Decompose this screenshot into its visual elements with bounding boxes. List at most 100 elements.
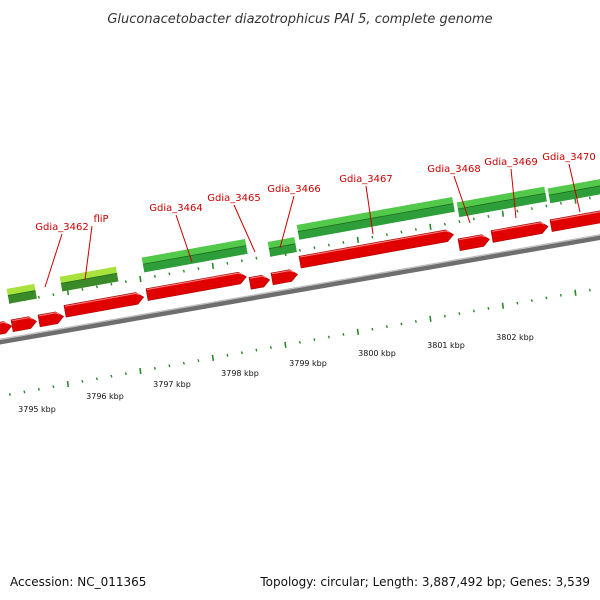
tick-mark [472, 309, 475, 313]
gene-leader-line [279, 195, 295, 249]
tick-mark [240, 351, 243, 355]
tick-mark [371, 327, 374, 331]
tick-mark [139, 367, 142, 375]
tick-mark [342, 240, 345, 244]
reverse-gene-arrow [10, 316, 37, 332]
gene-leader-line [84, 225, 93, 281]
tick-mark [327, 335, 330, 339]
scale-label: 3798 kbp [221, 369, 259, 378]
reverse-gene-arrow [457, 234, 490, 251]
reverse-gene-arrow [490, 221, 549, 243]
tick-mark [559, 201, 562, 205]
forward-gene-block [296, 196, 455, 240]
tick-mark [400, 322, 403, 326]
tick-mark [588, 196, 591, 200]
tick-mark [298, 248, 301, 252]
tick-mark [298, 340, 301, 344]
tick-mark [255, 256, 258, 260]
tick-mark [211, 354, 215, 362]
gene-labels: Gdia_3462 fliP Gdia_3464 Gdia_3465 Gdia_3466… [35, 152, 596, 288]
scale-label: 3802 kbp [496, 333, 534, 342]
reverse-gene-arrow [37, 311, 64, 328]
tick-mark [240, 259, 243, 263]
tick-mark [327, 243, 330, 247]
tick-mark [414, 227, 417, 231]
gene-leader-line [453, 175, 471, 224]
tick-mark [226, 261, 229, 265]
tick-mark [313, 338, 316, 342]
tick-mark [429, 223, 432, 230]
tick-mark [458, 312, 461, 316]
forward-strand-genes [6, 177, 600, 304]
tick-mark [52, 385, 55, 389]
accession-label: Accession: NC_011365 [10, 575, 146, 589]
tick-mark [124, 372, 127, 376]
tick-mark [168, 272, 171, 276]
tick-mark [545, 296, 548, 300]
forward-gene-block [456, 186, 547, 218]
tick-mark [153, 274, 156, 278]
scale-label: 3797 kbp [153, 380, 191, 389]
reverse-gene-arrow [0, 321, 13, 337]
tick-mark [284, 341, 287, 349]
tick-mark [110, 374, 113, 378]
tick-mark [52, 293, 55, 297]
genome-backbone-highlight [0, 234, 600, 340]
reverse-gene-arrow [145, 271, 247, 301]
scale-labels: 3795 kbp 3796 kbp 3797 kbp 3798 kbp 3799 kbp… [18, 333, 534, 414]
gene-leader-line [44, 233, 63, 288]
tick-mark [559, 293, 562, 297]
tick-mark [429, 315, 432, 322]
tick-mark [313, 246, 316, 250]
tick-mark [356, 328, 360, 335]
tick-mark [530, 299, 533, 302]
tick-mark [501, 302, 505, 309]
reverse-gene-arrow [549, 210, 600, 232]
tick-mark [400, 230, 403, 234]
tick-mark [8, 393, 11, 396]
tick-mark [124, 280, 127, 284]
tick-mark [182, 361, 185, 365]
tick-mark [516, 209, 519, 213]
tick-mark [153, 366, 156, 370]
reverse-gene-arrow [270, 269, 298, 286]
gene-leader-line [568, 163, 581, 213]
tick-mark [342, 332, 345, 336]
gene-leader-line [233, 204, 256, 253]
tick-mark [356, 236, 360, 243]
tick-mark [574, 289, 577, 296]
tick-mark [530, 207, 533, 210]
tick-mark [81, 379, 84, 383]
tick-mark [182, 269, 185, 273]
tick-mark [95, 285, 98, 289]
tick-mark [168, 364, 171, 368]
gene-leader-line [510, 168, 517, 219]
gene-label: Gdia_3466 [267, 184, 320, 195]
tick-mark [443, 222, 446, 226]
scale-label: 3800 kbp [358, 349, 396, 358]
tick-mark [371, 235, 374, 239]
gene-leader-line [175, 214, 193, 263]
tick-mark [226, 353, 229, 357]
gene-label: Gdia_3468 [427, 164, 480, 175]
tick-mark [516, 301, 519, 305]
scale-label: 3799 kbp [289, 359, 327, 368]
tick-mark [269, 346, 272, 349]
tick-mark [23, 390, 26, 394]
scale-label: 3796 kbp [86, 392, 124, 401]
tick-mark [37, 387, 40, 391]
reverse-strand-genes [0, 210, 600, 337]
scale-label: 3795 kbp [18, 405, 56, 414]
tick-mark [197, 267, 200, 271]
tick-mark [545, 204, 548, 208]
tick-mark [66, 380, 70, 388]
reverse-gene-arrow [248, 274, 271, 290]
tick-mark [385, 325, 388, 329]
tick-mark [37, 295, 40, 299]
tick-mark [472, 217, 475, 221]
tick-mark [501, 210, 505, 217]
gene-label: fliP [93, 214, 108, 225]
forward-gene-block [6, 283, 37, 304]
tick-mark [414, 319, 417, 323]
